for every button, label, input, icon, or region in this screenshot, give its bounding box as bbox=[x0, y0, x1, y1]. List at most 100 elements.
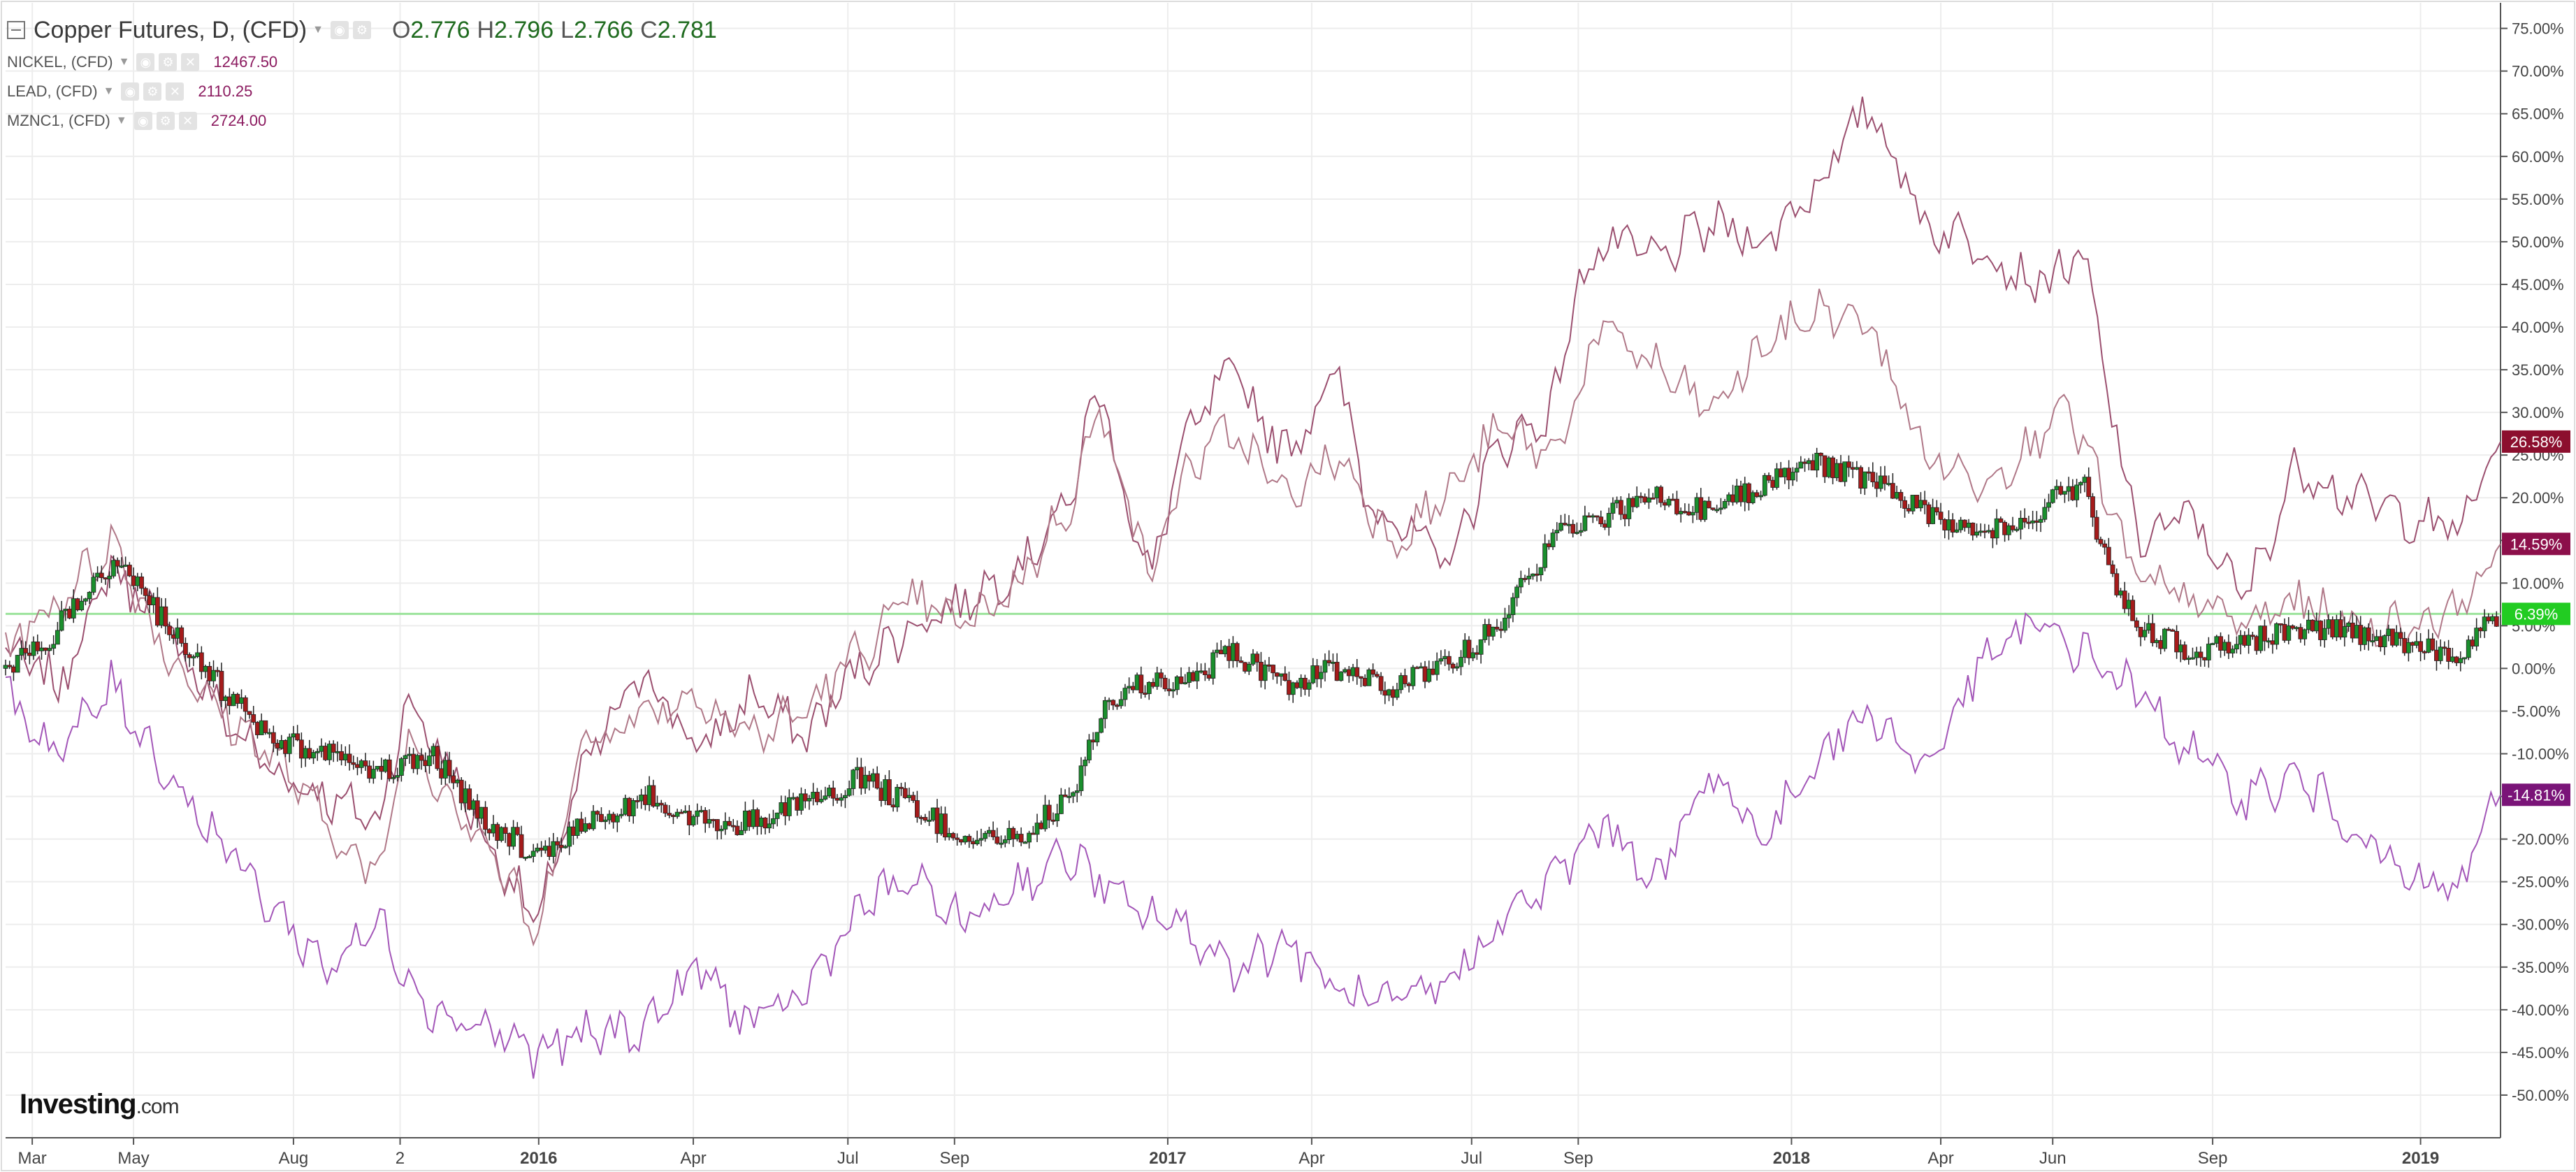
candle-body bbox=[1438, 658, 1444, 662]
candle-body bbox=[1482, 624, 1488, 640]
candle-body bbox=[683, 811, 688, 813]
candle-body bbox=[1398, 675, 1404, 690]
candle-body bbox=[1854, 467, 1860, 470]
candle-body bbox=[2194, 651, 2199, 658]
candle-body bbox=[2242, 635, 2248, 646]
gear-icon[interactable]: ⚙ bbox=[143, 82, 162, 101]
candle-body bbox=[1610, 502, 1616, 514]
candle-body bbox=[2266, 640, 2271, 643]
candle-body bbox=[1698, 497, 1704, 520]
last-value-label: -14.81% bbox=[2508, 786, 2565, 804]
eye-icon[interactable]: ◉ bbox=[121, 82, 140, 101]
logo-brand: Investing bbox=[20, 1089, 137, 1120]
candle-body bbox=[1806, 460, 1811, 464]
eye-icon[interactable]: ◉ bbox=[330, 21, 349, 39]
y-tick-label: -25.00% bbox=[2512, 874, 2569, 891]
candle-body bbox=[1498, 628, 1504, 631]
candle-body bbox=[1090, 739, 1096, 743]
legend-label-lead[interactable]: LEAD, (CFD) bbox=[7, 82, 98, 100]
candle-body bbox=[2358, 625, 2364, 645]
legend-row-nickel: NICKEL, (CFD) ▼ ◉ ⚙ ✕ 12467.50 bbox=[7, 48, 717, 77]
candle-body bbox=[414, 755, 420, 769]
candle-body bbox=[1282, 673, 1288, 681]
candle-body bbox=[555, 841, 560, 846]
y-tick-label: 55.00% bbox=[2512, 191, 2564, 208]
candle-body bbox=[663, 804, 668, 814]
chevron-down-icon[interactable]: ▼ bbox=[312, 24, 324, 36]
candle-body bbox=[1810, 460, 1816, 471]
candle-body bbox=[1074, 790, 1080, 793]
candle-body bbox=[834, 797, 840, 801]
candle-body bbox=[275, 743, 280, 749]
candle-body bbox=[1878, 475, 1883, 489]
y-tick-label: -5.00% bbox=[2512, 702, 2561, 720]
candle-body bbox=[251, 714, 256, 723]
candle-body bbox=[762, 817, 768, 829]
candle-body bbox=[2434, 649, 2439, 661]
eye-icon[interactable]: ◉ bbox=[133, 112, 152, 130]
gear-icon[interactable]: ⚙ bbox=[352, 21, 371, 39]
low-label: L bbox=[560, 16, 574, 43]
candle-body bbox=[2142, 630, 2148, 637]
candle-body bbox=[1087, 739, 1092, 760]
legend-label-nickel[interactable]: NICKEL, (CFD) bbox=[7, 53, 113, 71]
close-icon[interactable]: ✕ bbox=[166, 82, 184, 101]
candle-body bbox=[3, 665, 8, 669]
candle-body bbox=[806, 798, 812, 802]
candle-body bbox=[1754, 492, 1760, 498]
gear-icon[interactable]: ⚙ bbox=[156, 112, 175, 130]
candle-body bbox=[1970, 522, 1976, 536]
y-tick-label: 30.00% bbox=[2512, 404, 2564, 421]
legend-label-zinc[interactable]: MZNC1, (CFD) bbox=[7, 112, 110, 129]
candle-body bbox=[2158, 639, 2164, 649]
candle-body bbox=[530, 851, 536, 857]
candle-body bbox=[730, 825, 736, 827]
chevron-down-icon[interactable]: ▼ bbox=[103, 85, 115, 97]
close-icon[interactable]: ✕ bbox=[181, 53, 200, 71]
candle-body bbox=[1011, 827, 1016, 839]
candle-body bbox=[1410, 667, 1416, 686]
candle-body bbox=[1598, 516, 1604, 525]
candle-body bbox=[2010, 525, 2016, 530]
candle-body bbox=[1318, 672, 1324, 679]
candle-body bbox=[591, 811, 596, 830]
eye-icon[interactable]: ◉ bbox=[136, 53, 155, 71]
candle-body bbox=[2366, 627, 2371, 642]
candle-body bbox=[1746, 483, 1751, 503]
last-value-tag bbox=[2502, 602, 2570, 625]
candle-body bbox=[1910, 495, 1916, 512]
candle-body bbox=[1494, 626, 1500, 630]
candle-body bbox=[355, 764, 360, 768]
candle-body bbox=[2474, 628, 2480, 646]
last-value-label: 6.39% bbox=[2515, 605, 2558, 623]
x-tick-label: Apr bbox=[680, 1149, 706, 1168]
candle-body bbox=[1055, 813, 1060, 821]
close-icon[interactable]: ✕ bbox=[178, 112, 197, 130]
candle-body bbox=[2162, 628, 2167, 649]
candle-body bbox=[2174, 630, 2179, 653]
candle-body bbox=[2462, 657, 2467, 660]
chevron-down-icon[interactable]: ▼ bbox=[115, 115, 127, 126]
chevron-down-icon[interactable]: ▼ bbox=[118, 56, 130, 68]
candle-body bbox=[1718, 507, 1723, 510]
candle-body bbox=[75, 598, 80, 611]
candle-body bbox=[739, 830, 744, 835]
candle-body bbox=[827, 788, 832, 797]
y-tick-label: 65.00% bbox=[2512, 106, 2564, 123]
candle-body bbox=[391, 776, 396, 779]
candle-body bbox=[507, 833, 512, 847]
gear-icon[interactable]: ⚙ bbox=[159, 53, 178, 71]
main-symbol[interactable]: Copper Futures, D, (CFD) bbox=[34, 16, 307, 43]
candle-body bbox=[347, 753, 352, 763]
collapse-icon[interactable] bbox=[7, 21, 25, 39]
candle-body bbox=[611, 813, 616, 823]
high-label: H bbox=[477, 16, 495, 43]
candle-body bbox=[1243, 662, 1247, 672]
candle-body bbox=[2030, 520, 2036, 523]
candle-body bbox=[1414, 667, 1419, 670]
candle-body bbox=[2334, 619, 2339, 637]
candle-body bbox=[1622, 514, 1628, 519]
candle-body bbox=[1246, 663, 1252, 672]
candle-body bbox=[1178, 677, 1184, 684]
